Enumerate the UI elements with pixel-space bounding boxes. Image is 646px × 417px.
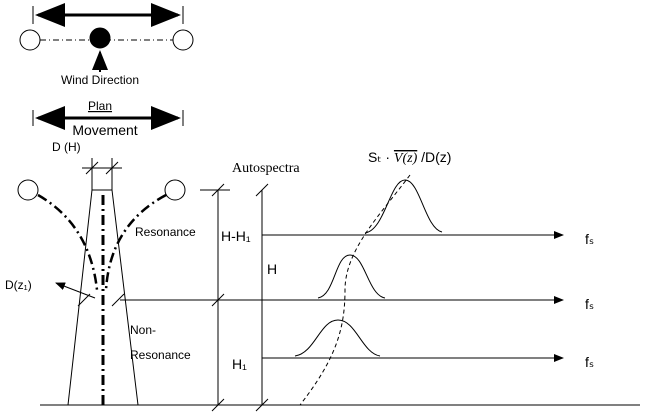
axis-label: fₛ bbox=[585, 296, 594, 312]
spectra-curves bbox=[294, 174, 443, 406]
plan-view bbox=[19, 3, 194, 72]
tower bbox=[17, 158, 186, 406]
non-resonance-2: Resonance bbox=[130, 348, 191, 362]
section-width: D(z₁) bbox=[5, 278, 32, 292]
axis-label: fₛ bbox=[585, 354, 594, 370]
formula-part: Sₜ · bbox=[368, 149, 394, 165]
top-width: D (H) bbox=[52, 140, 81, 154]
wind-direction: Wind Direction bbox=[61, 73, 139, 87]
dimension-lines bbox=[40, 183, 640, 412]
spectra-title: Autospectra bbox=[232, 161, 300, 176]
resonance: Resonance bbox=[135, 225, 196, 239]
formula-part: V(z) bbox=[394, 151, 418, 166]
lower-height: H₁ bbox=[232, 356, 247, 372]
formula-part: /D(z) bbox=[417, 149, 451, 165]
axis-label: fₛ bbox=[585, 231, 594, 247]
upper-height: H-H₁ bbox=[221, 228, 251, 244]
non-resonance-1: Non- bbox=[130, 323, 156, 337]
total-height: H bbox=[267, 261, 277, 277]
movement-arrow bbox=[32, 106, 184, 130]
movement: Movement bbox=[72, 122, 137, 138]
formula: Sₜ · V(z) /D(z) bbox=[368, 149, 451, 166]
plan-label: Plan bbox=[88, 99, 112, 113]
